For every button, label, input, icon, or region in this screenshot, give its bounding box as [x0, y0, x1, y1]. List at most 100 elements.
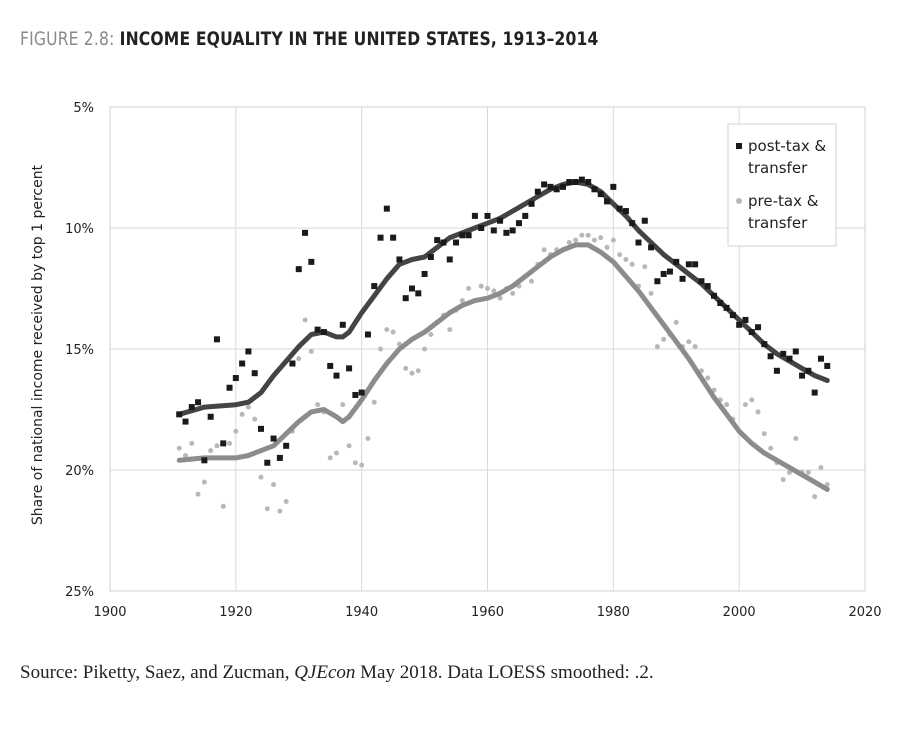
post-tax-point-1974 [572, 179, 579, 186]
pre-tax-point-1983 [629, 261, 635, 267]
post-tax-point-1922 [245, 348, 252, 355]
post-tax-point-1927 [276, 454, 283, 461]
post-tax-point-1918 [220, 440, 227, 447]
post-tax-point-1931 [302, 229, 309, 236]
y-tick-20: 20% [65, 464, 94, 479]
pre-tax-point-2013 [818, 465, 824, 471]
post-tax-point-1932 [308, 258, 315, 265]
post-tax-point-1940 [358, 389, 365, 396]
pre-tax-point-1916 [208, 448, 214, 454]
post-tax-point-1989 [666, 268, 673, 275]
post-tax-point-1966 [522, 212, 529, 219]
pre-tax-point-1945 [390, 329, 396, 335]
pre-tax-point-1937 [340, 402, 346, 408]
post-tax-point-1957 [465, 232, 472, 239]
post-tax-point-2011 [805, 367, 812, 374]
pre-tax-point-1993 [692, 344, 698, 350]
post-tax-point-1971 [553, 186, 560, 193]
legend-label-post-tax: post-tax & transfer [748, 137, 827, 177]
post-tax-point-2002 [748, 329, 755, 336]
post-tax-point-1978 [597, 191, 604, 198]
post-tax-point-1955 [453, 239, 460, 246]
pre-tax-point-1957 [466, 286, 472, 291]
post-tax-point-2007 [780, 350, 787, 357]
y-tick-15: 15% [65, 343, 94, 358]
pre-tax-point-1959 [478, 283, 484, 289]
post-tax-point-1992 [685, 261, 692, 268]
pre-tax-point-1982 [623, 256, 629, 262]
post-tax-point-1912 [182, 418, 189, 425]
chart-title: FIGURE 2.8: INCOME EQUALITY IN THE UNITE… [20, 28, 599, 50]
post-tax-point-1988 [660, 270, 667, 277]
post-tax-point-1961 [490, 227, 497, 234]
post-tax-point-2006 [773, 367, 780, 374]
post-tax-point-1916 [207, 413, 214, 420]
plot-frame [109, 106, 866, 592]
pre-tax-point-1935 [327, 455, 333, 461]
pre-tax-point-1917 [214, 443, 220, 449]
post-tax-point-1964 [509, 227, 516, 234]
pre-tax-point-1931 [302, 317, 308, 323]
pre-tax-point-1928 [283, 498, 289, 504]
pre-tax-point-1943 [378, 346, 384, 352]
pre-tax-point-1992 [686, 339, 692, 345]
pre-tax-point-1979 [604, 244, 610, 250]
pre-tax-point-2003 [755, 409, 761, 415]
pre-tax-point-1949 [415, 368, 421, 374]
pre-tax-point-1930 [296, 356, 302, 362]
source-text-start: Source: Piketty, Saez, and Zucman, [20, 662, 295, 683]
post-tax-point-1991 [679, 275, 686, 282]
x-tick-1920: 1920 [219, 605, 252, 620]
source-note: Source: Piketty, Saez, and Zucman, QJEco… [20, 662, 654, 684]
source-journal: QJEcon [294, 662, 356, 683]
pre-tax-point-1933 [315, 402, 321, 408]
pre-tax-point-2012 [812, 494, 818, 500]
post-tax-point-1913 [188, 404, 195, 411]
post-tax-point-1963 [503, 229, 510, 236]
post-tax-point-2000 [736, 321, 743, 328]
post-tax-point-1979 [604, 198, 611, 205]
pre-tax-point-1924 [258, 474, 264, 480]
pre-tax-point-1914 [195, 491, 201, 497]
post-tax-point-1930 [295, 266, 302, 273]
post-tax-point-1911 [176, 411, 183, 418]
post-tax-point-1959 [478, 225, 485, 231]
post-tax-point-1935 [327, 362, 334, 369]
post-tax-point-1926 [270, 435, 277, 442]
post-tax-point-1972 [560, 183, 566, 190]
post-tax-point-1928 [283, 442, 290, 449]
y-tick-10: 10% [65, 222, 94, 237]
post-tax-point-1987 [654, 278, 661, 285]
post-tax-point-1985 [641, 217, 648, 224]
post-tax-point-1933 [314, 326, 321, 333]
axis-ticks: 1900 1920 1940 1960 1980 2000 2020 5% 10% 15% 20% 2… [65, 101, 881, 620]
pre-tax-point-1978 [598, 235, 604, 241]
x-tick-1960: 1960 [471, 605, 504, 620]
post-tax-point-1999 [729, 312, 736, 319]
post-tax-point-1944 [383, 205, 390, 212]
post-tax-point-1914 [195, 399, 202, 406]
post-tax-point-1920 [232, 375, 239, 382]
pre-tax-point-1938 [346, 443, 352, 449]
post-tax-point-1994 [698, 278, 705, 285]
pre-tax-point-1941 [365, 436, 371, 442]
post-tax-point-1969 [541, 181, 548, 188]
pre-tax-point-1956 [459, 298, 465, 304]
post-tax-point-2014 [824, 362, 831, 369]
pre-tax-point-1969 [541, 247, 547, 253]
pre-tax-point-1987 [654, 344, 660, 350]
legend-circle-marker [736, 198, 742, 204]
pre-tax-point-2004 [761, 431, 767, 437]
post-tax-point-1975 [578, 176, 585, 183]
x-tick-2000: 2000 [723, 605, 756, 620]
post-tax-point-1923 [251, 370, 258, 377]
post-tax-point-1997 [717, 300, 724, 307]
post-tax-point-1915 [201, 457, 208, 464]
x-tick-1980: 1980 [597, 605, 630, 620]
pre-tax-point-1918 [220, 503, 226, 509]
post-tax-point-1993 [692, 261, 699, 268]
pre-tax-point-1981 [617, 252, 623, 258]
post-tax-point-2013 [817, 355, 824, 362]
x-tick-2020: 2020 [848, 605, 881, 620]
post-tax-point-1919 [226, 384, 233, 391]
